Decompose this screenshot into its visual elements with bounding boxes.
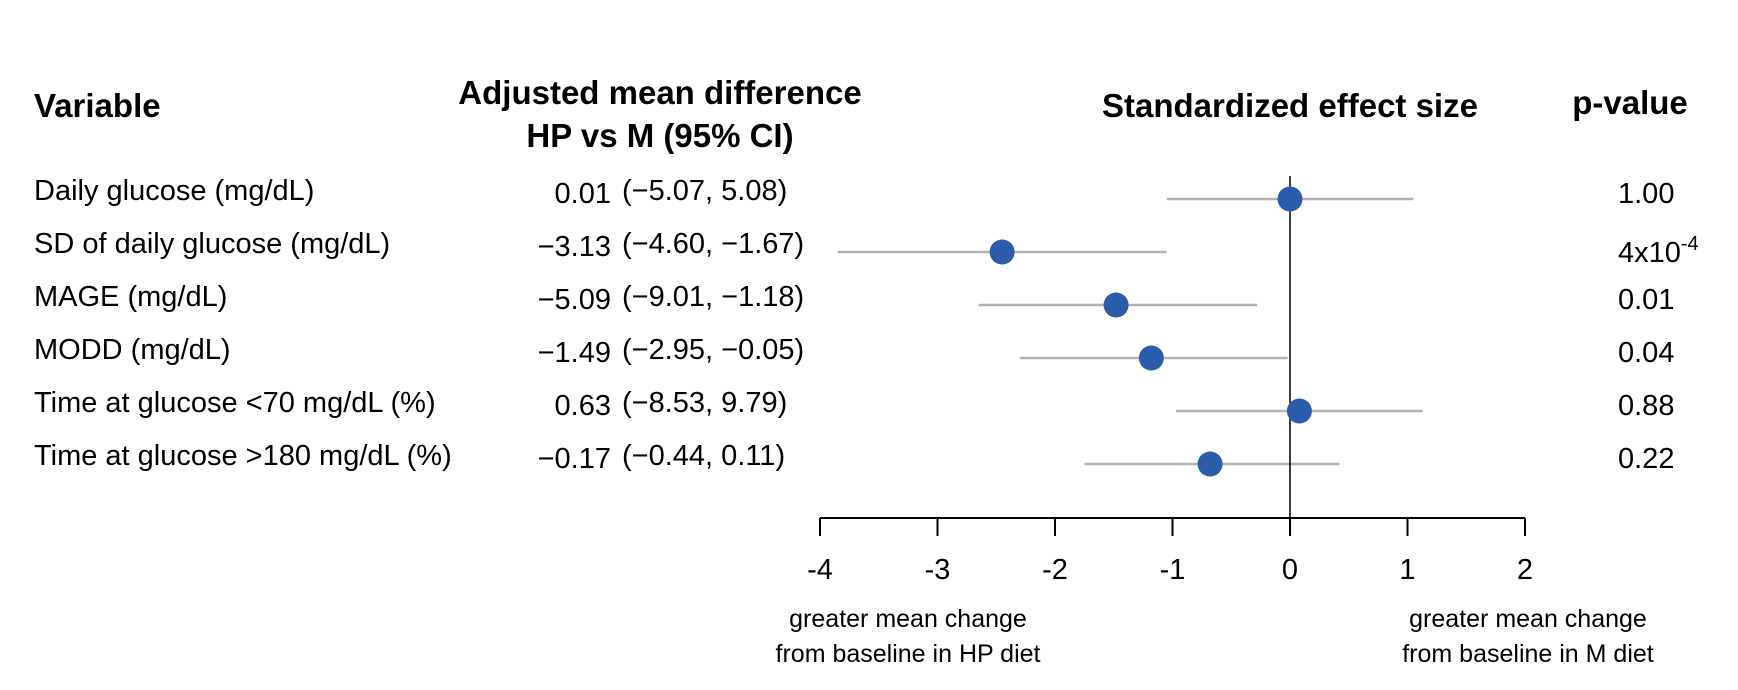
row-mean-difference: −0.17 [538, 443, 611, 475]
footnote-left-line2: from baseline in HP diet [776, 640, 1041, 668]
header-p-value: p-value [1572, 84, 1688, 121]
row-confidence-interval: (−2.95, −0.05) [622, 334, 804, 366]
effect-point [989, 239, 1015, 265]
header-difference-line2: HP vs M (95% CI) [526, 117, 793, 154]
footnote-left-line1: greater mean change [789, 605, 1027, 633]
row-confidence-interval: (−9.01, −1.18) [622, 281, 804, 313]
row-variable-label: Time at glucose >180 mg/dL (%) [34, 440, 452, 472]
row-p-value: 4x10-4 [1618, 233, 1699, 269]
footnote-right-line2: from baseline in M diet [1402, 640, 1654, 668]
effect-point [1197, 451, 1223, 477]
row-variable-label: MAGE (mg/dL) [34, 281, 227, 313]
plot-area: -4 -3 -2 -1 0 1 2 [807, 176, 1533, 586]
table-rows: Daily glucose (mg/dL) 0.01 (−5.07, 5.08) 1.… [34, 175, 1699, 475]
p-value-mantissa: 4x10 [1618, 237, 1681, 269]
effect-point [1277, 186, 1303, 212]
row-p-value: 0.04 [1618, 337, 1674, 369]
header-difference-line1: Adjusted mean difference [458, 74, 861, 111]
row-variable-label: SD of daily glucose (mg/dL) [34, 228, 390, 260]
row-p-value: 1.00 [1618, 178, 1674, 210]
footnote-right-line1: greater mean change [1409, 605, 1647, 633]
header-variable: Variable [34, 87, 161, 124]
row-variable-label: MODD (mg/dL) [34, 334, 231, 366]
x-tick-label: -4 [807, 554, 833, 586]
row-variable-label: Daily glucose (mg/dL) [34, 175, 314, 207]
x-tick-label: 1 [1399, 554, 1415, 586]
row-confidence-interval: (−8.53, 9.79) [622, 387, 787, 419]
row-mean-difference: −3.13 [538, 231, 611, 263]
x-tick-label: 0 [1282, 554, 1298, 586]
effect-point [1138, 345, 1164, 371]
p-value-exponent: -4 [1681, 233, 1699, 255]
row-mean-difference: 0.63 [555, 390, 611, 422]
x-tick-label: 2 [1517, 554, 1533, 586]
effect-point [1286, 398, 1312, 424]
row-p-value: 0.88 [1618, 390, 1674, 422]
x-tick-label: -3 [925, 554, 951, 586]
row-p-value: 0.22 [1618, 443, 1674, 475]
row-variable-label: Time at glucose <70 mg/dL (%) [34, 387, 436, 419]
x-tick-label: -1 [1160, 554, 1186, 586]
effect-point [1103, 292, 1129, 318]
row-confidence-interval: (−4.60, −1.67) [622, 228, 804, 260]
row-confidence-interval: (−0.44, 0.11) [622, 440, 785, 472]
row-confidence-interval: (−5.07, 5.08) [622, 175, 787, 207]
header-effect-size: Standardized effect size [1102, 87, 1478, 124]
row-mean-difference: −1.49 [538, 337, 611, 369]
x-tick-label: -2 [1042, 554, 1068, 586]
row-mean-difference: 0.01 [555, 178, 611, 210]
row-p-value: 0.01 [1618, 284, 1674, 316]
row-mean-difference: −5.09 [538, 284, 611, 316]
